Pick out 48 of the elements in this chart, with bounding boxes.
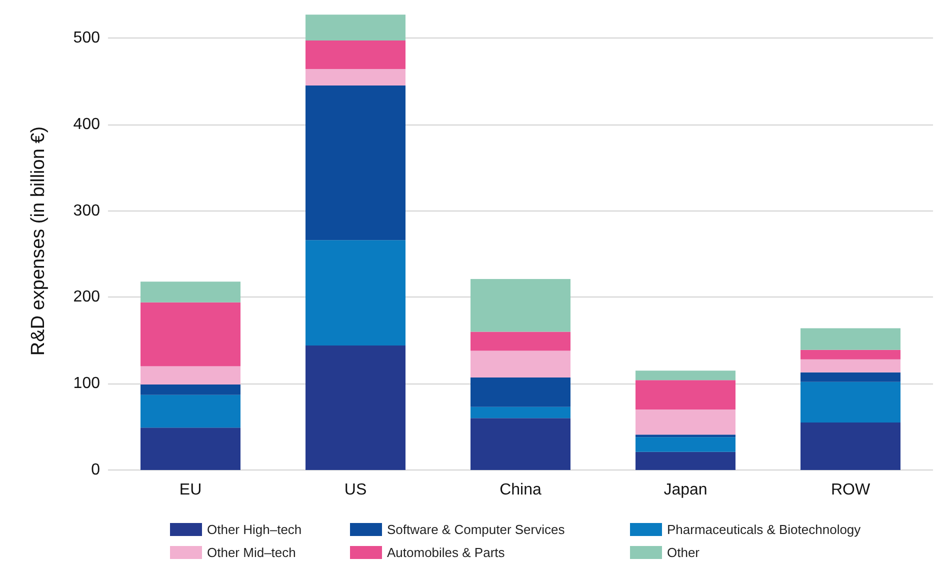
legend-label: Software & Computer Services <box>387 522 566 537</box>
bar <box>140 366 240 384</box>
bar <box>140 384 240 395</box>
bar <box>800 422 900 470</box>
bar <box>306 85 406 240</box>
legend-label: Other Mid–tech <box>207 545 296 560</box>
x-tick-label: Japan <box>664 482 708 498</box>
bar <box>470 332 570 351</box>
bar <box>470 350 570 378</box>
bar <box>800 382 900 422</box>
y-axis-title: R&D expenses (in billion €) <box>28 126 49 356</box>
bar <box>140 428 240 470</box>
bar <box>470 378 570 407</box>
legend-label: Automobiles & Parts <box>387 545 506 560</box>
bar <box>636 437 736 452</box>
legend-label: Pharmaceuticals & Biotechnology <box>667 522 862 537</box>
bar <box>800 372 900 382</box>
bar <box>140 282 240 302</box>
y-tick-label: 200 <box>73 288 100 306</box>
y-tick-label: 0 <box>91 462 100 478</box>
bar <box>636 380 736 410</box>
y-tick-label: 400 <box>73 116 100 133</box>
bar <box>636 452 736 470</box>
legend-label: Other <box>667 545 700 560</box>
bar <box>306 346 406 470</box>
y-tick-label: 300 <box>73 202 100 220</box>
bar <box>306 14 406 41</box>
bar <box>636 434 736 438</box>
legend-label: Other High–tech <box>207 522 302 537</box>
x-tick-label: US <box>344 482 367 498</box>
bar <box>306 40 406 70</box>
bar <box>306 240 406 346</box>
bar <box>306 69 406 86</box>
x-tick-label: ROW <box>830 482 871 498</box>
bar <box>800 328 900 350</box>
y-tick-label: 100 <box>73 375 100 392</box>
y-tick-label: 500 <box>73 29 100 46</box>
x-tick-label: EU <box>179 482 202 498</box>
bar <box>800 359 900 372</box>
bar <box>470 418 570 470</box>
bar <box>636 410 736 435</box>
bar <box>636 370 736 380</box>
bar <box>800 350 900 360</box>
x-tick-label: China <box>500 482 542 498</box>
bar <box>470 279 570 332</box>
bar <box>140 394 240 428</box>
bar <box>470 406 570 418</box>
bar <box>140 302 240 366</box>
